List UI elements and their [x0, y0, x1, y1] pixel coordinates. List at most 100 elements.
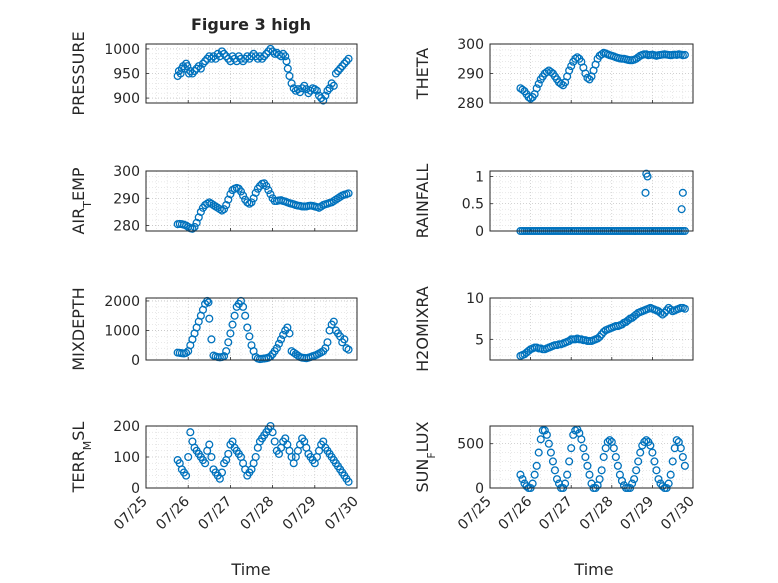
y-axis-label: MIXDEPTH	[69, 287, 88, 370]
axes-box	[489, 425, 694, 489]
data-point	[605, 436, 614, 445]
data-point	[323, 338, 332, 347]
x-axis-label-left: Time	[230, 560, 270, 579]
data-point	[182, 471, 191, 480]
data-point	[678, 188, 687, 197]
data-point	[643, 172, 652, 181]
data-point	[331, 69, 340, 78]
data-point	[603, 437, 612, 446]
figure-title: Figure 3 high	[191, 15, 311, 34]
data-point	[272, 344, 281, 353]
data-point	[680, 50, 689, 59]
data-point	[534, 448, 543, 457]
data-point	[230, 311, 239, 320]
x-tick-label: 07/29	[280, 494, 320, 534]
y-axis-label: PRESSURE	[69, 31, 88, 115]
y-tick-label: 0.5	[462, 197, 484, 213]
data-point	[285, 71, 294, 81]
data-point	[540, 426, 549, 435]
y-tick-label: 5	[475, 332, 484, 348]
data-point	[530, 470, 539, 479]
data-point	[652, 466, 661, 475]
data-point	[201, 459, 210, 468]
y-tick-label: 0	[131, 481, 140, 497]
data-point	[329, 81, 338, 90]
data-point	[207, 452, 216, 462]
data-point	[567, 62, 576, 71]
data-point	[270, 437, 279, 446]
data-point	[298, 84, 307, 93]
data-point	[188, 224, 197, 233]
data-point	[211, 54, 220, 63]
data-point	[577, 435, 586, 444]
data-point	[340, 59, 349, 68]
y-tick-label: 290	[113, 191, 140, 207]
data-point	[597, 330, 606, 339]
data-point	[640, 437, 649, 446]
data-point	[617, 320, 626, 329]
data-point	[327, 79, 336, 88]
y-tick-label: 100	[113, 450, 140, 466]
data-point	[344, 345, 353, 354]
data-point	[310, 85, 319, 94]
y-tick-label: 300	[457, 37, 484, 53]
data-point	[623, 316, 633, 325]
data-point	[666, 470, 675, 479]
data-point	[188, 69, 197, 78]
data-point	[532, 84, 541, 93]
y-axis-label: TERRMSL	[69, 422, 94, 494]
data-point	[264, 186, 273, 195]
data-point	[217, 47, 227, 56]
data-point	[658, 310, 667, 319]
data-point	[182, 348, 191, 357]
data-point	[528, 479, 537, 488]
x-tick-label: 07/25	[111, 494, 151, 534]
series-theta	[516, 48, 689, 103]
data-point	[325, 84, 334, 93]
data-point	[344, 54, 353, 63]
data-point	[630, 475, 639, 484]
panel-theta: 280 290 300 THETA	[413, 37, 694, 112]
y-tick-label: 1	[475, 169, 484, 185]
y-tick-label: 950	[113, 67, 140, 83]
data-point	[677, 205, 686, 214]
panel-h2omixra: 5 10 H2OMIXRA	[413, 286, 694, 372]
data-point	[548, 457, 557, 466]
data-point	[516, 470, 525, 479]
data-point	[556, 79, 566, 88]
data-point	[532, 461, 541, 470]
panel-rainfall: 0 0.5 1 RAINFALL	[413, 164, 694, 240]
data-point	[222, 347, 231, 356]
data-point	[648, 448, 657, 457]
data-point	[205, 314, 214, 323]
data-point	[617, 476, 626, 485]
y-tick-label: 0	[131, 353, 140, 369]
x-tick-label: 07/30	[658, 494, 698, 534]
data-point	[262, 181, 271, 191]
data-point	[323, 86, 332, 95]
data-point	[609, 444, 618, 453]
data-point	[239, 302, 248, 311]
data-point	[241, 311, 250, 320]
x-axis-label-right: Time	[573, 560, 613, 579]
data-point	[266, 190, 275, 199]
data-point	[636, 448, 645, 457]
axes-box	[145, 297, 358, 361]
data-point	[534, 79, 543, 88]
data-point	[611, 452, 620, 462]
data-point	[585, 470, 594, 479]
data-point	[207, 54, 216, 63]
data-point	[207, 335, 216, 344]
data-point	[632, 466, 641, 475]
data-point	[329, 317, 338, 326]
data-point	[546, 67, 555, 77]
data-point	[670, 444, 679, 453]
axes-box	[145, 43, 358, 104]
series-air-temp	[173, 179, 353, 233]
panel-terr-msl: 0 100 200 07/25 07/26 07/27 07/28 07/29 07/30 TER…	[69, 419, 362, 533]
data-point	[641, 188, 650, 197]
data-point	[281, 52, 290, 61]
series-pressure	[173, 44, 353, 105]
data-point	[317, 94, 326, 103]
